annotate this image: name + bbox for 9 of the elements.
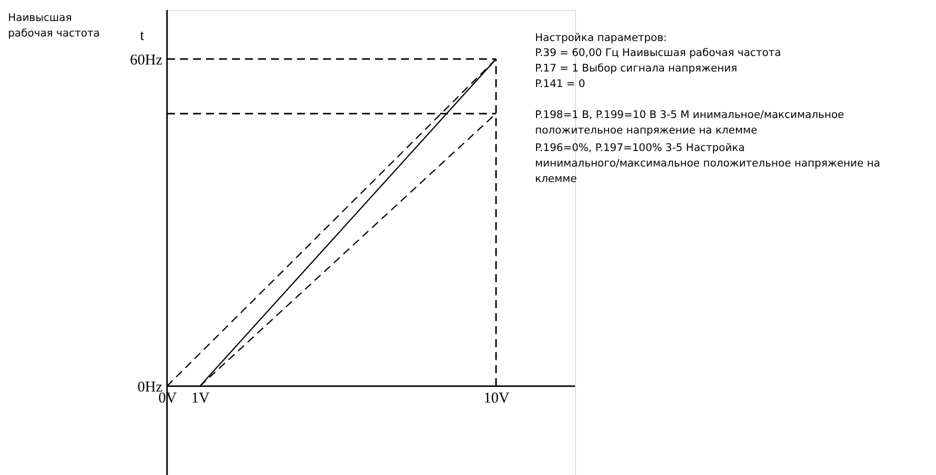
text: Настройка параметров: bbox=[535, 32, 667, 44]
y-tick-label: 60Hz bbox=[130, 52, 163, 69]
x-tick-label: 1V bbox=[191, 390, 210, 407]
annotation: P.198=1 В, P.199=10 В 3-5 М инимальное/максимальное положительное напряжение на клемме bbox=[535, 109, 844, 136]
y-axis-title: t bbox=[140, 28, 145, 44]
x-tick-label: 10V bbox=[484, 390, 510, 407]
annotation: P.196=0%, P.197=100% 3-5 Настройка минимального/максимальное положительное напряжение на клемме bbox=[535, 142, 880, 185]
text: Наивысшая рабочая частота bbox=[8, 12, 100, 40]
annotation: P.39 = 60,00 Гц Наивысшая рабочая частота P.17 = 1 Выбор сигнала напряжения P.141 = 0 bbox=[535, 47, 782, 90]
